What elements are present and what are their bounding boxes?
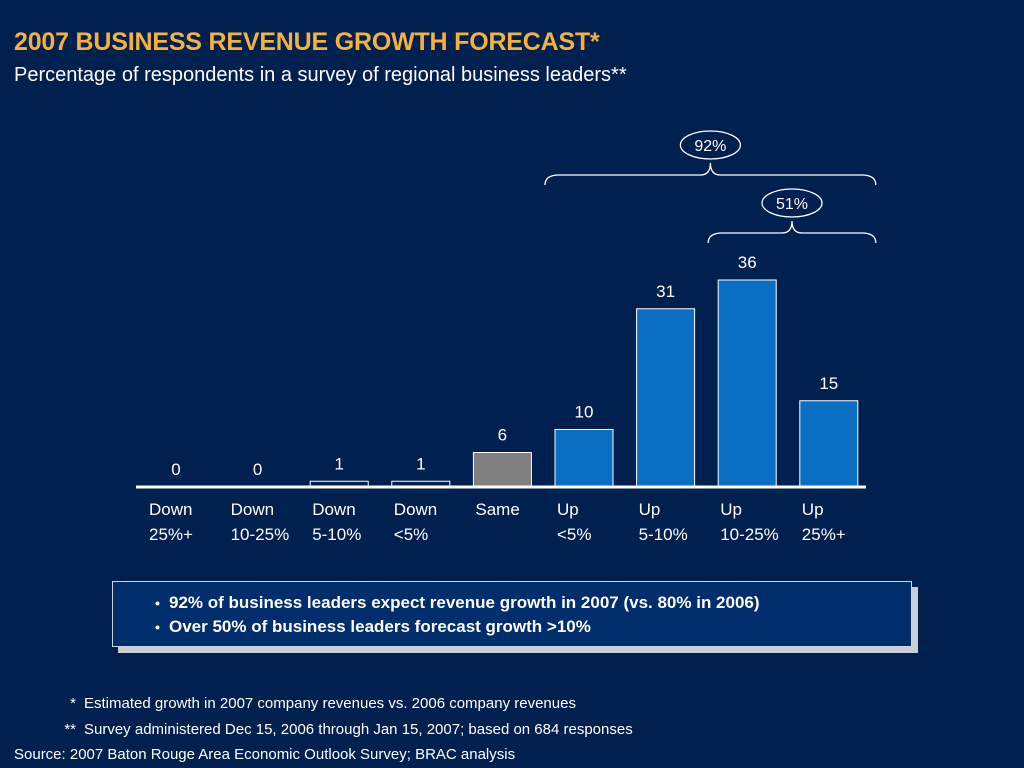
bracket-annotation bbox=[544, 162, 877, 186]
category-label: 10-25% bbox=[231, 525, 290, 544]
data-label: 0 bbox=[253, 460, 262, 479]
category-label: Down bbox=[231, 500, 274, 519]
category-label: Up bbox=[557, 500, 579, 519]
category-label: 25%+ bbox=[149, 525, 193, 544]
callout-bullet-text: Over 50% of business leaders forecast gr… bbox=[169, 617, 591, 636]
bracket-annotation bbox=[707, 220, 877, 244]
footnote: ** Survey administered Dec 15, 2006 throu… bbox=[56, 721, 633, 738]
category-label: 10-25% bbox=[720, 525, 779, 544]
data-label: 1 bbox=[416, 454, 425, 473]
bar bbox=[636, 308, 696, 488]
chart-subtitle: Percentage of respondents in a survey of… bbox=[14, 64, 627, 86]
category-label: Down bbox=[312, 500, 355, 519]
callout-box: • 92% of business leaders expect revenue … bbox=[112, 581, 912, 647]
bar-chart: 0 Down 25%+ 0 Down 10-25% 1 Down 5-10% 1 Down <5% 6 S… bbox=[136, 130, 877, 544]
category-label: 25%+ bbox=[802, 525, 846, 544]
category-label: Same bbox=[475, 500, 519, 519]
bar bbox=[472, 452, 532, 488]
data-label: 15 bbox=[819, 374, 838, 393]
category-label: <5% bbox=[557, 525, 592, 544]
data-label: 6 bbox=[498, 426, 507, 445]
footnote-mark: ** bbox=[64, 721, 76, 738]
data-label: 0 bbox=[171, 460, 180, 479]
source-note: Source: 2007 Baton Rouge Area Economic O… bbox=[14, 746, 516, 763]
footnote-text: Survey administered Dec 15, 2006 through… bbox=[84, 721, 633, 738]
annotation-bubble bbox=[761, 188, 823, 218]
annotation-label: 51% bbox=[776, 196, 808, 213]
data-label: 31 bbox=[656, 282, 675, 301]
category-label: Down bbox=[149, 500, 192, 519]
footnote-text: Estimated growth in 2007 company revenue… bbox=[84, 695, 576, 712]
callout-bullet-text: 92% of business leaders expect revenue g… bbox=[169, 593, 760, 612]
bar bbox=[717, 279, 777, 488]
callout-bullet: • Over 50% of business leaders forecast g… bbox=[155, 615, 911, 639]
data-label: 10 bbox=[575, 403, 594, 422]
annotation-label: 92% bbox=[694, 138, 726, 155]
data-label: 1 bbox=[334, 454, 343, 473]
category-label: Up bbox=[720, 500, 742, 519]
bullet-dot-icon: • bbox=[155, 595, 160, 611]
annotation-bubble bbox=[679, 130, 742, 160]
category-label: <5% bbox=[394, 525, 429, 544]
category-label: 5-10% bbox=[312, 525, 361, 544]
bullet-dot-icon: • bbox=[155, 619, 160, 635]
footnote-mark: * bbox=[70, 695, 76, 712]
data-label: 36 bbox=[738, 253, 757, 272]
chart-title: 2007 BUSINESS REVENUE GROWTH FORECAST* bbox=[14, 28, 600, 56]
category-label: 5-10% bbox=[639, 525, 688, 544]
bar bbox=[799, 400, 859, 488]
callout-bullet: • 92% of business leaders expect revenue … bbox=[155, 591, 911, 615]
bar bbox=[554, 429, 614, 488]
category-label: Down bbox=[394, 500, 437, 519]
category-label: Up bbox=[639, 500, 661, 519]
footnote: * Estimated growth in 2007 company revenu… bbox=[56, 695, 576, 712]
category-label: Up bbox=[802, 500, 824, 519]
